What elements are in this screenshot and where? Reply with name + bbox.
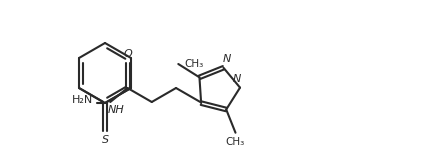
Text: NH: NH [107,105,124,115]
Text: S: S [102,135,109,145]
Text: N: N [233,74,241,84]
Text: N: N [222,54,231,64]
Text: H₂N: H₂N [72,95,93,105]
Text: CH₃: CH₃ [184,59,204,69]
Text: O: O [123,49,132,59]
Text: CH₃: CH₃ [226,137,245,147]
